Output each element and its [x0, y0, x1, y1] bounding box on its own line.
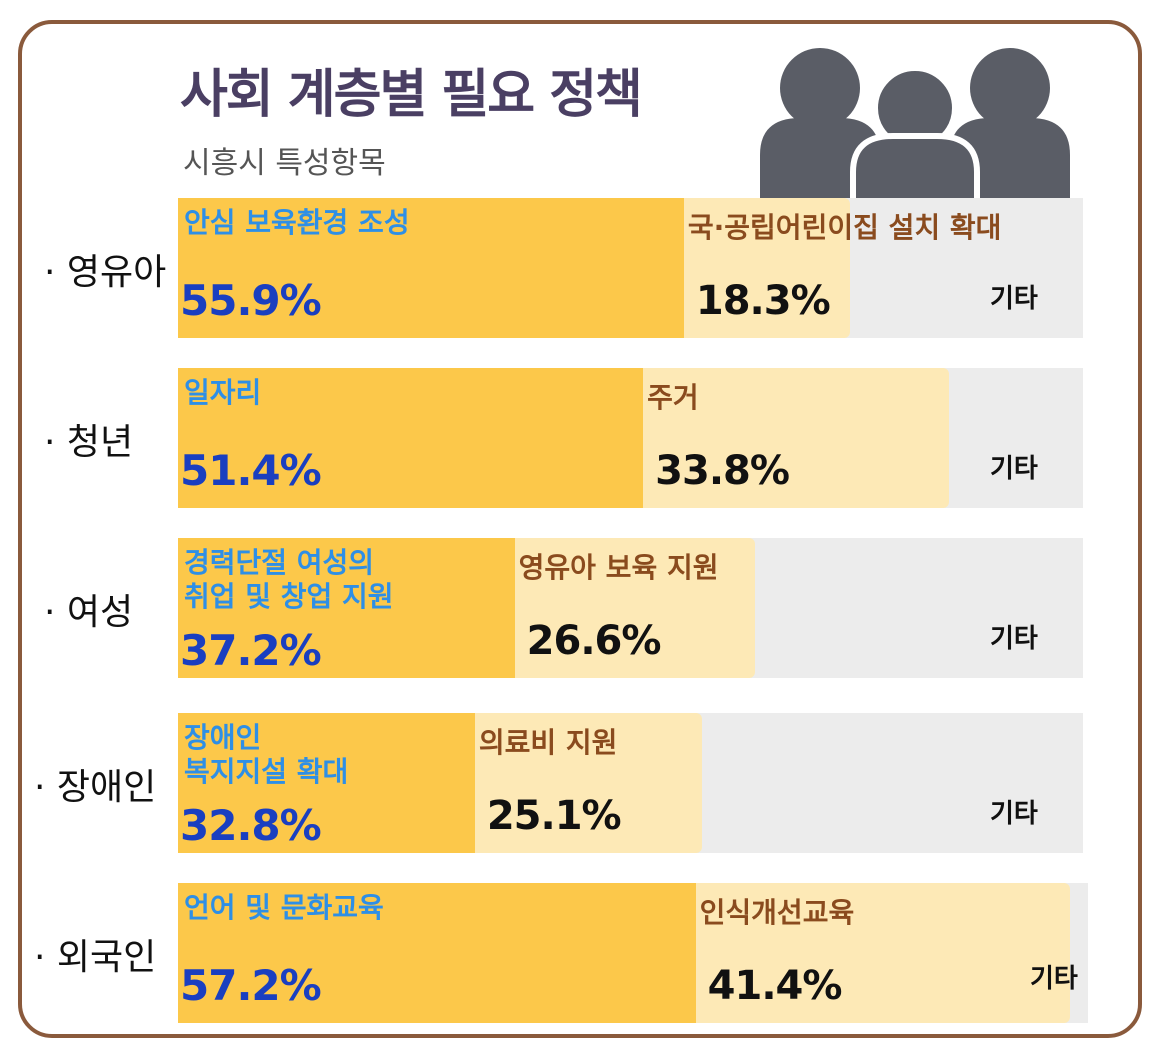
second-category-label: 의료비 지원	[478, 726, 618, 759]
chart-subtitle: 시흥시 특성항목	[183, 146, 386, 181]
first-value-label: 57.2%	[180, 961, 322, 1010]
first-category-label: 경력단절 여성의 취업 및 창업 지원	[184, 546, 394, 613]
first-value-label: 51.4%	[180, 446, 322, 495]
second-category-label: 국·공립어린이집 설치 확대	[687, 211, 1002, 244]
bar-segment-second	[675, 198, 850, 338]
bar-segment-first	[178, 198, 684, 338]
second-value-label: 25.1%	[486, 793, 622, 839]
other-category-label: 기타	[990, 454, 1038, 484]
other-category-label: 기타	[990, 799, 1038, 829]
row-label: · 청년	[44, 422, 134, 463]
row-label: · 장애인	[34, 767, 157, 808]
second-category-label: 인식개선교육	[699, 896, 855, 929]
bar-segment-second	[466, 713, 702, 853]
first-category-label: 안심 보육환경 조성	[184, 206, 410, 239]
bar-segment-second	[635, 368, 950, 508]
second-category-label: 영유아 보육 지원	[518, 551, 719, 584]
other-category-label: 기타	[1030, 964, 1078, 994]
first-value-label: 55.9%	[180, 276, 322, 325]
bar-segment-second	[687, 883, 1071, 1023]
first-value-label: 32.8%	[180, 801, 322, 850]
row-label: · 여성	[44, 592, 134, 633]
second-value-label: 18.3%	[695, 278, 831, 324]
second-value-label: 41.4%	[707, 963, 843, 1009]
bar-segment-first	[178, 713, 475, 853]
first-category-label: 장애인 복지지설 확대	[184, 721, 349, 788]
chart-title: 사회 계층별 필요 정책	[180, 65, 643, 125]
people-group-icon	[760, 48, 1070, 200]
first-category-label: 언어 및 문화교육	[184, 891, 384, 924]
bar-segment-second	[506, 538, 756, 678]
row-label: · 영유아	[44, 252, 167, 293]
bar-segment-first	[178, 883, 696, 1023]
first-value-label: 37.2%	[180, 626, 322, 675]
second-category-label: 주거	[647, 381, 699, 414]
other-category-label: 기타	[990, 284, 1038, 314]
other-category-label: 기타	[990, 624, 1038, 654]
second-value-label: 26.6%	[526, 618, 662, 664]
first-category-label: 일자리	[184, 376, 262, 409]
second-value-label: 33.8%	[655, 448, 790, 494]
row-label: · 외국인	[34, 937, 157, 978]
bar-segment-first	[178, 368, 644, 508]
bar-segment-first	[178, 538, 515, 678]
